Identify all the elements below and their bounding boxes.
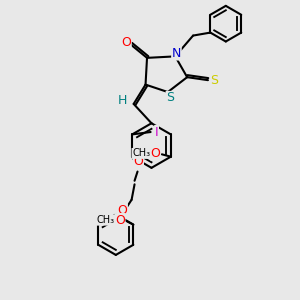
Text: O: O [134,155,143,168]
Text: CH₃: CH₃ [97,215,115,225]
Text: O: O [115,214,125,226]
Text: O: O [150,147,160,160]
Text: S: S [211,74,218,87]
Text: N: N [172,47,181,60]
Text: O: O [121,36,131,49]
Text: S: S [166,92,174,104]
Text: H: H [118,94,127,107]
Text: O: O [117,204,127,217]
Text: I: I [155,125,158,139]
Text: CH₃: CH₃ [132,148,150,158]
